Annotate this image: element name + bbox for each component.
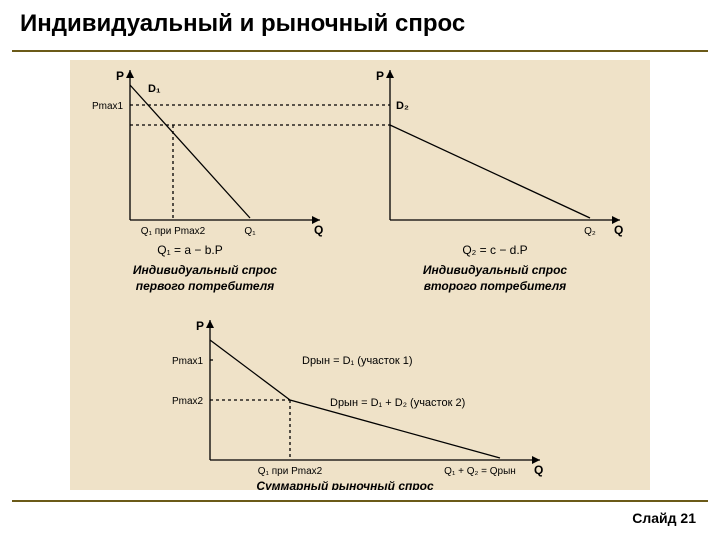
divider-top bbox=[12, 50, 708, 52]
divider-bottom bbox=[12, 500, 708, 502]
svg-text:P: P bbox=[116, 69, 124, 83]
svg-text:Pmax1: Pmax1 bbox=[92, 101, 124, 112]
svg-text:Dрын = D₁ (участок 1): Dрын = D₁ (участок 1) bbox=[302, 355, 412, 367]
svg-text:второго потребителя: второго потребителя bbox=[424, 279, 566, 293]
svg-text:Индивидуальный спрос: Индивидуальный спрос bbox=[133, 263, 278, 277]
svg-text:Q: Q bbox=[534, 463, 543, 477]
svg-text:Индивидуальный спрос: Индивидуальный спрос bbox=[423, 263, 568, 277]
svg-text:Pmax2: Pmax2 bbox=[172, 396, 204, 407]
svg-text:Q: Q bbox=[614, 223, 623, 237]
svg-text:Q₂: Q₂ bbox=[584, 226, 596, 237]
page-title: Индивидуальный и рыночный спрос bbox=[20, 10, 465, 38]
svg-text:Q₁ + Q₂ = Qрын: Q₁ + Q₂ = Qрын bbox=[444, 466, 516, 477]
svg-text:Pmax1: Pmax1 bbox=[172, 356, 204, 367]
svg-text:Q₁ = a − b.P: Q₁ = a − b.P bbox=[157, 243, 222, 257]
svg-text:D₁: D₁ bbox=[148, 83, 161, 95]
svg-text:Суммарный рыночный спрос: Суммарный рыночный спрос bbox=[256, 479, 434, 490]
svg-text:Q₁: Q₁ bbox=[244, 226, 256, 237]
svg-text:Q₂ = c − d.P: Q₂ = c − d.P bbox=[462, 243, 527, 257]
svg-text:P: P bbox=[376, 69, 384, 83]
diagram: P Q D₁ Pmax1 D₂ Q₁ при Pmax2 Q₁ Q₁ = a − b.P Инд… bbox=[70, 60, 650, 490]
svg-text:Q₁ при Pmax2: Q₁ при Pmax2 bbox=[141, 226, 206, 237]
svg-text:Dрын = D₁ + D₂ (участок 2): Dрын = D₁ + D₂ (участок 2) bbox=[330, 397, 465, 409]
svg-text:D₂: D₂ bbox=[396, 100, 409, 112]
svg-text:Q₁ при Pmax2: Q₁ при Pmax2 bbox=[258, 466, 323, 477]
svg-text:P: P bbox=[196, 319, 204, 333]
footer-slide-number: Слайд 21 bbox=[632, 510, 696, 526]
svg-text:Q: Q bbox=[314, 223, 323, 237]
slide: Индивидуальный и рыночный спрос P Q D₁ Pmax… bbox=[0, 0, 720, 540]
svg-text:первого потребителя: первого потребителя bbox=[136, 279, 275, 293]
